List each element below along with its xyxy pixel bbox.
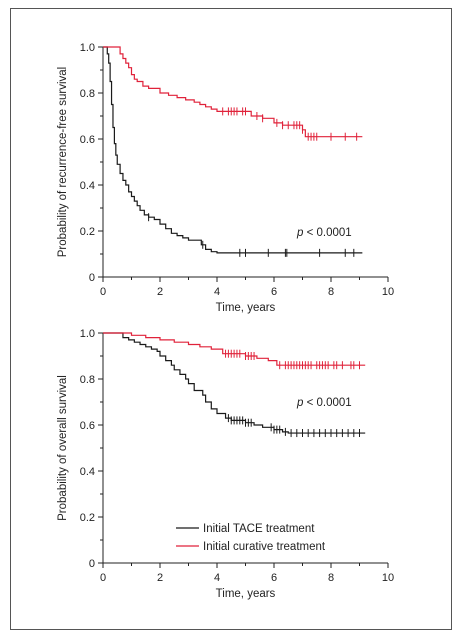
x-tick-label: 4	[214, 572, 220, 584]
p-value-annotation: p < 0.0001	[296, 397, 352, 409]
y-tick-label: 1.0	[80, 328, 95, 340]
p-value-annotation: p < 0.0001	[296, 227, 352, 239]
y-tick-label: 0.2	[80, 512, 95, 524]
legend-label-tace: Initial TACE treatment	[203, 523, 315, 535]
p-value-symbol: p	[296, 227, 304, 239]
x-tick-label: 8	[328, 572, 334, 584]
y-tick-label: 0.2	[80, 226, 95, 238]
y-tick-label: 0.4	[80, 180, 95, 192]
panel-axes	[98, 332, 389, 568]
x-tick-label: 6	[271, 286, 277, 298]
survival-curves	[103, 46, 363, 257]
recurrence-free-survival-panel: 0 2 4 6 8 10 0 0.2 0.4 0.6 0.8 1.0 Time, years Pro…	[57, 42, 394, 314]
x-tick-label: 10	[382, 572, 394, 584]
y-axis-title: Probability of overall survival	[57, 375, 69, 521]
y-tick-label: 0.4	[80, 466, 95, 478]
x-tick-labels: 0 2 4 6 8 10	[100, 572, 394, 584]
y-tick-label: 1.0	[80, 42, 95, 54]
x-tick-label: 4	[214, 286, 220, 298]
legend: Initial TACE treatment Initial curative …	[176, 523, 326, 553]
y-tick-label: 0.6	[80, 420, 95, 432]
survival-curve-tace	[103, 46, 363, 254]
survival-curve-curative	[103, 46, 363, 138]
p-value-text: < 0.0001	[303, 227, 351, 239]
figure-frame	[10, 8, 452, 630]
y-tick-label: 0	[89, 558, 95, 570]
y-tick-label: 0.6	[80, 134, 95, 146]
x-tick-label: 2	[157, 572, 163, 584]
x-axis-title: Time, years	[216, 588, 276, 600]
x-tick-label: 10	[382, 286, 394, 298]
overall-survival-panel: 0 2 4 6 8 10 0 0.2 0.4 0.6 0.8 1.0 Time, years Pro…	[57, 328, 394, 600]
survival-curves	[103, 332, 366, 438]
x-tick-label: 8	[328, 286, 334, 298]
p-value-symbol: p	[296, 397, 304, 409]
x-tick-label: 2	[157, 286, 163, 298]
y-tick-labels: 0 0.2 0.4 0.6 0.8 1.0	[80, 42, 95, 284]
x-tick-labels: 0 2 4 6 8 10	[100, 286, 394, 298]
y-tick-label: 0.8	[80, 374, 95, 386]
y-tick-labels: 0 0.2 0.4 0.6 0.8 1.0	[80, 328, 95, 570]
x-axis-title: Time, years	[216, 302, 276, 314]
y-tick-label: 0	[89, 272, 95, 284]
x-tick-label: 6	[271, 572, 277, 584]
x-tick-label: 0	[100, 286, 106, 298]
p-value-text: < 0.0001	[303, 397, 351, 409]
panel-axes	[98, 46, 389, 282]
legend-label-curative: Initial curative treatment	[203, 541, 326, 553]
y-tick-label: 0.8	[80, 88, 95, 100]
survival-curve-tace	[103, 332, 366, 434]
survival-curve-curative	[103, 332, 366, 366]
x-tick-label: 0	[100, 572, 106, 584]
y-axis-title: Probability of recurrence-free survival	[57, 67, 69, 257]
